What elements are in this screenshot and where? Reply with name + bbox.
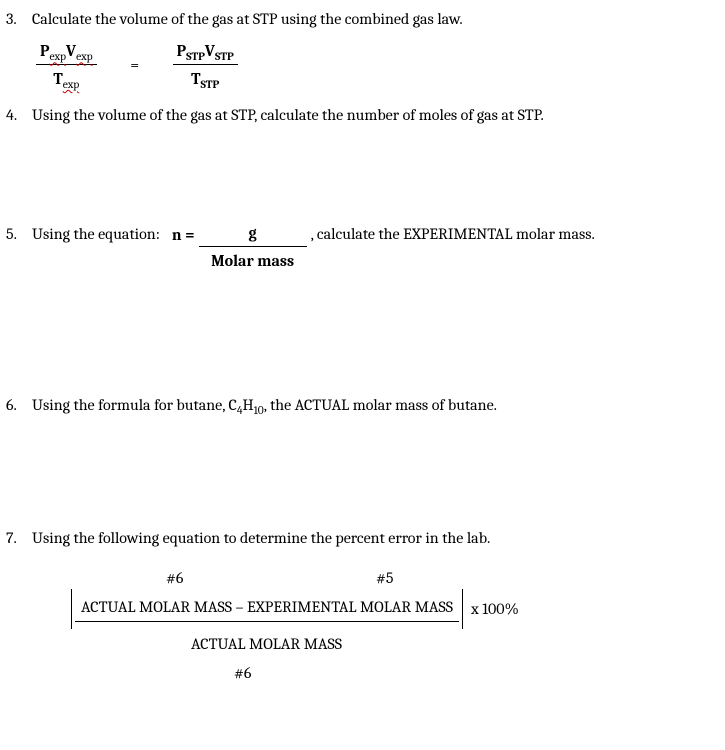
sub-stp: STP — [186, 51, 205, 64]
sub-exp: exp — [76, 51, 93, 64]
q3-equation: PexpVexp Texp = PSTPVSTP TSTP — [36, 40, 719, 90]
question-text: Calculate the volume of the gas at STP u… — [32, 8, 463, 30]
question-number: 7. — [6, 527, 32, 549]
question-text: Using the formula for butane, C4H10, the… — [32, 394, 497, 416]
var-T: T — [53, 70, 62, 88]
question-7: 7. Using the following equation to deter… — [6, 527, 719, 549]
q6-text-before: Using the formula for butane, C — [32, 396, 237, 414]
q6-mid: H — [243, 396, 254, 414]
q7-denominator: ACTUAL MOLAR MASS — [71, 629, 719, 655]
question-text: Using the volume of the gas at STP, calc… — [32, 104, 544, 126]
question-number: 4. — [6, 104, 32, 126]
q3-rhs-fraction: PSTPVSTP TSTP — [173, 40, 238, 90]
question-number: 5. — [6, 223, 32, 245]
question-5: 5. Using the equation: n = g Molar mass … — [6, 223, 719, 273]
q5-fraction: g Molar mass — [199, 222, 307, 273]
q7-ref-bot: #6 — [234, 662, 251, 684]
q7-numerator: ACTUAL MOLAR MASS – EXPERIMENTAL MOLAR M… — [75, 596, 459, 621]
q5-n-equals: n = — [172, 224, 195, 246]
question-number: 6. — [6, 394, 32, 416]
question-6: 6. Using the formula for butane, C4H10, … — [6, 394, 719, 416]
question-3: 3. Calculate the volume of the gas at ST… — [6, 8, 719, 30]
sub-exp: exp — [63, 78, 80, 91]
var-T: T — [191, 70, 200, 88]
equals-sign: = — [97, 54, 173, 76]
q7-ref-top-left: #6 — [166, 567, 183, 589]
q5-frac-bot: Molar mass — [211, 247, 294, 272]
question-body: Using the equation: n = g Molar mass , c… — [32, 223, 595, 273]
var-P: P — [177, 42, 187, 60]
question-4: 4. Using the volume of the gas at STP, c… — [6, 104, 719, 126]
sub-stp: STP — [215, 51, 234, 64]
var-V: V — [205, 42, 215, 60]
q7-ref-top-right: #5 — [376, 567, 394, 589]
q5-text-after: , calculate the EXPERIMENTAL molar mass. — [311, 223, 595, 245]
sub-stp: STP — [201, 78, 220, 91]
q6-text-after: , the ACTUAL molar mass of butane. — [264, 396, 497, 414]
sub-exp: exp — [50, 51, 67, 64]
q7-percent-error-equation: #6 #5 ACTUAL MOLAR MASS – EXPERIMENTAL M… — [6, 567, 719, 681]
q3-lhs-fraction: PexpVexp Texp — [36, 40, 97, 90]
question-number: 3. — [6, 8, 32, 30]
q5-text-before: Using the equation: — [32, 223, 160, 245]
var-V: V — [66, 42, 76, 60]
var-P: P — [40, 42, 50, 60]
abs-bar-right — [462, 589, 463, 629]
q5-frac-top: g — [199, 222, 307, 247]
question-text: Using the following equation to determin… — [32, 527, 490, 549]
q6-sub10: 10 — [254, 405, 264, 418]
q7-times: x 100% — [471, 598, 519, 620]
